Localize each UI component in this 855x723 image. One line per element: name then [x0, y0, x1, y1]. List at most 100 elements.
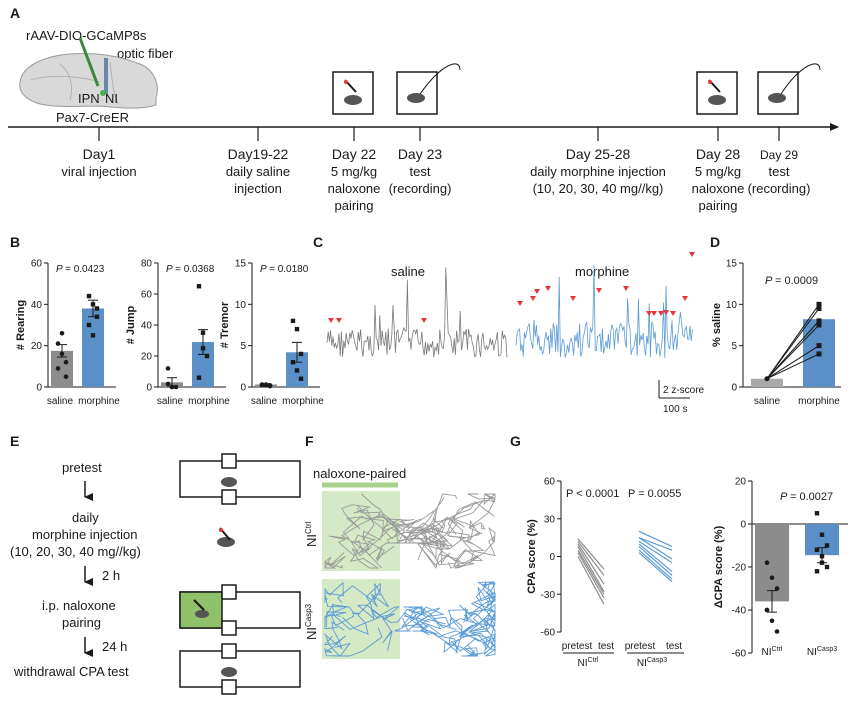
event-marker [534, 289, 540, 294]
event-marker [421, 318, 427, 323]
panel-g-left-plot: 60 30 0 -30 -60 CPA score (%) P < 0.0001 P = 0.… [526, 477, 684, 669]
timeline-desc-label: viral injection [61, 164, 136, 179]
naloxone-paired-label: naloxone-paired [313, 466, 406, 481]
data-point [165, 381, 171, 387]
event-marker [328, 318, 334, 323]
event-marker [517, 301, 523, 306]
trajectory-path [467, 493, 496, 530]
data-point [63, 374, 69, 379]
step-pretest: pretest [62, 460, 102, 475]
event-marker [651, 311, 657, 316]
trajectory-path [387, 518, 466, 550]
data-point [267, 383, 273, 388]
data-point [59, 351, 65, 357]
x-category-label: saline [157, 396, 184, 407]
y-tick-label: 20 [735, 477, 747, 488]
row-ctrl-label: NICtrl [304, 521, 319, 547]
y-tick-label: -20 [732, 563, 747, 574]
injection-mouse [217, 527, 235, 547]
y-tick-label: 10 [235, 300, 247, 311]
mouse-icon [195, 610, 209, 618]
bar [755, 524, 789, 602]
trajectory-path [341, 512, 447, 556]
data-point [200, 330, 206, 335]
step-cpa-test: withdrawal CPA test [13, 664, 129, 679]
panel-b-label: B [10, 234, 20, 250]
data-point [86, 322, 92, 328]
paired-line [638, 540, 673, 564]
syringe-icon [78, 37, 100, 87]
syringe-icon [193, 599, 205, 611]
timeline-day-label: Day 22 [332, 146, 377, 162]
data-point [63, 359, 69, 365]
interval-2h: 2 h [102, 568, 120, 583]
y-tick-label: 15 [726, 259, 738, 270]
data-point [298, 376, 304, 381]
data-point [774, 629, 780, 634]
y-axis-label: # Jump [125, 305, 137, 344]
data-point [290, 318, 296, 324]
mouse-icon [407, 93, 425, 103]
panel-d-label: D [710, 234, 720, 250]
data-point [819, 554, 825, 559]
panel-f: F naloxone-paired NICtrl NICasp3 [304, 433, 497, 659]
timeline-desc-label: naloxone [692, 181, 745, 196]
paired-line [577, 556, 605, 605]
row-casp3-label: NICasp3 [304, 603, 319, 640]
timeline-desc-label: naloxone [328, 181, 381, 196]
event-marker [570, 296, 576, 301]
trajectory-ctrl [324, 493, 496, 570]
step-doses: (10, 20, 30, 40 mg//kg) [10, 544, 141, 559]
y-axis-label: # Tremor [219, 301, 231, 348]
y-tick-label: 15 [235, 259, 247, 270]
data-point [764, 560, 770, 565]
x-category-label: morphine [188, 396, 230, 407]
y-tick-label: 0 [740, 520, 746, 531]
p-value-ctrl: P < 0.0001 [566, 488, 619, 500]
step-morphine: morphine injection [32, 527, 138, 542]
saline-trace [326, 267, 508, 358]
y-tick-label: -40 [732, 606, 747, 617]
x-category-label: NICtrl [762, 646, 783, 658]
paired-line [638, 549, 673, 580]
trajectory-path [410, 606, 445, 636]
timeline-desc-label: 5 mg/kg [695, 164, 741, 179]
paired-line [577, 538, 605, 570]
morphine-trace [515, 264, 693, 358]
x-category-label: saline [251, 396, 278, 407]
y-tick-label: 0 [146, 383, 152, 394]
data-point [196, 375, 202, 380]
data-point [200, 346, 206, 351]
trajectory-path [337, 583, 389, 635]
box-naloxone-2 [696, 71, 738, 115]
timeline-desc-label: (recording) [748, 181, 811, 196]
y-tick-label: -60 [732, 649, 747, 660]
subplot-tremor: 15 10 5 0 P = 0.0180 # Tremor saline morphine [219, 259, 324, 408]
y-tick-label: 0 [731, 383, 737, 394]
panel-b: B 60 40 20 0 P = 0.0423 # Rearing saline morphi… [10, 234, 324, 407]
data-point [769, 618, 775, 624]
paired-line [577, 552, 605, 599]
trajectory-path [324, 581, 348, 618]
mouse-icon [221, 667, 237, 677]
event-marker [623, 286, 629, 291]
trajectory-path [394, 612, 463, 654]
mouse-line-label: Pax7-CreER [56, 110, 129, 125]
event-marker [682, 296, 688, 301]
timeline-desc-label: injection [234, 181, 282, 196]
y-tick-label: 0 [549, 552, 555, 563]
timeline-day-label: Day19-22 [228, 146, 289, 162]
paired-line [577, 541, 605, 576]
timeline-desc-label: test [769, 164, 790, 179]
time-scale-label: 100 s [663, 404, 687, 415]
panel-c: C saline morphine 2 z-score 100 s [313, 234, 705, 415]
mouse-icon [344, 95, 362, 105]
panel-g-label: G [510, 433, 521, 449]
bar [751, 378, 783, 387]
y-tick-label: 60 [544, 477, 556, 488]
p-value: P = 0.0423 [56, 264, 105, 275]
saline-trace-title: saline [391, 264, 425, 279]
event-marker [336, 318, 342, 323]
timeline-day-label: Day 25-28 [566, 146, 631, 162]
data-point [814, 511, 820, 516]
